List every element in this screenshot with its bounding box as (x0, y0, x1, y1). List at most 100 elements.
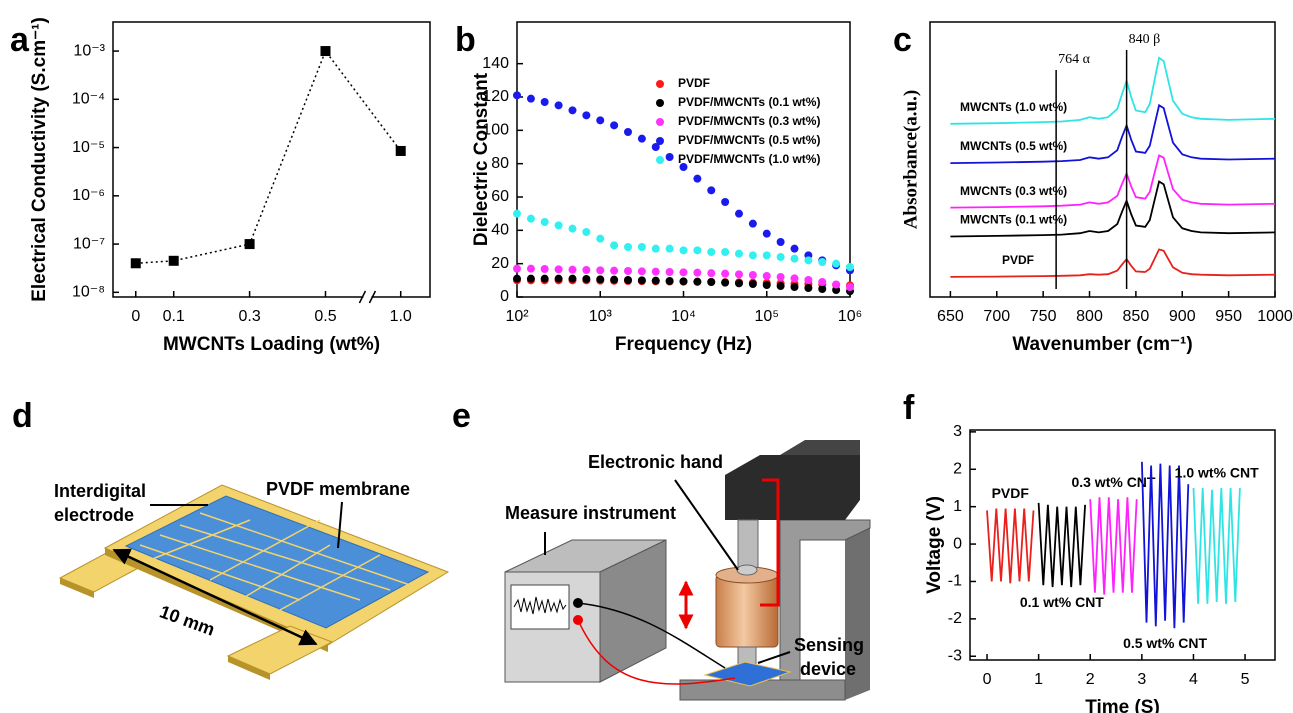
point (526, 274, 535, 283)
point (513, 264, 521, 273)
point (637, 276, 646, 285)
x-axis-label: Time (S) (1085, 697, 1160, 713)
point (818, 285, 827, 293)
point (540, 274, 549, 283)
marker (320, 46, 331, 57)
point (748, 251, 757, 260)
point (707, 248, 716, 256)
leader-line (674, 479, 739, 571)
line (950, 103, 1276, 164)
legend-marker (656, 156, 664, 164)
point (762, 229, 771, 238)
line (950, 154, 1276, 209)
point (748, 271, 757, 279)
point (665, 268, 674, 276)
y-axis-label: Dielectric Constant (471, 72, 492, 246)
point (596, 116, 605, 125)
wire (577, 619, 736, 685)
point (623, 276, 632, 284)
actuator-top (780, 440, 860, 455)
line (950, 248, 1276, 278)
x-tick-label: 10⁵ (755, 308, 779, 325)
series-label: 0.1 wt% CNT (1020, 594, 1104, 610)
label: Sensing (794, 635, 864, 655)
panel-label: d (12, 397, 33, 435)
x-tick-label: 900 (1169, 308, 1196, 325)
panel-label: f (903, 389, 915, 427)
point (540, 265, 549, 273)
point (610, 275, 619, 284)
point (679, 246, 688, 255)
x-tick-label: 0 (983, 671, 992, 688)
point (596, 234, 605, 243)
line (1192, 487, 1241, 604)
legend-label: PVDF (678, 76, 710, 90)
series-label: 0.3 wt% CNT (1071, 474, 1155, 490)
wire (760, 478, 780, 607)
series-label: 1.0 wt% CNT (1175, 465, 1259, 481)
marker (244, 239, 255, 250)
y-tick-label: 0 (500, 288, 509, 305)
series-label: MWCNTs (0.1 wt%) (960, 213, 1067, 227)
series-label: MWCNTs (0.3 wt%) (960, 184, 1067, 198)
x-tick-label: 1000 (1257, 308, 1293, 325)
line (1089, 497, 1138, 595)
leader-line (337, 501, 343, 549)
y-axis-label: Voltage (V) (924, 496, 945, 594)
x-tick-label: 10² (505, 308, 529, 325)
leader-line (757, 651, 791, 664)
y-tick-label: 60 (491, 188, 509, 205)
line (1037, 502, 1086, 588)
legend-label: PVDF/MWCNTs (0.1 wt%) (678, 95, 820, 109)
y-tick-label: 0 (953, 535, 962, 552)
x-tick-label: 800 (1076, 308, 1103, 325)
point (735, 249, 744, 258)
point (540, 98, 549, 106)
point (610, 266, 619, 275)
point (776, 273, 785, 281)
line (950, 180, 1276, 238)
x-tick-label: 750 (1030, 308, 1057, 325)
point (735, 209, 744, 218)
label: Measure instrument (505, 503, 676, 523)
point (790, 254, 799, 263)
panel-label: a (10, 21, 30, 59)
point (818, 258, 827, 266)
point (776, 238, 785, 246)
panel-label: b (455, 21, 476, 59)
y-tick-label: 10⁻⁵ (72, 139, 105, 156)
point (651, 276, 660, 285)
plot-frame (969, 429, 1276, 661)
marker (395, 145, 406, 156)
point (665, 277, 674, 285)
x-axis-label: Wavenumber (cm⁻¹) (1012, 334, 1192, 355)
base-plate (679, 679, 846, 701)
line (950, 56, 1276, 125)
connector-line (135, 49, 402, 265)
point (707, 186, 716, 195)
point (832, 286, 841, 294)
x-tick-label: 4 (1189, 671, 1198, 688)
legend-marker (656, 99, 664, 107)
y-axis-label: Absorbance(a.u.) (900, 90, 921, 229)
x-tick-label: 950 (1215, 308, 1242, 325)
point (568, 274, 577, 283)
point (693, 174, 702, 183)
point (721, 248, 730, 256)
point (637, 134, 646, 143)
point (804, 256, 813, 265)
y-tick-label: 1 (953, 498, 962, 515)
x-tick-label: 2 (1086, 671, 1095, 688)
point (721, 278, 730, 287)
point (526, 264, 535, 273)
line (1141, 461, 1190, 629)
point (693, 277, 702, 286)
point (721, 198, 730, 206)
diagram-e: e Electronic hand Measure instrument Sen… (452, 397, 871, 701)
y-tick-label: 10⁻³ (73, 42, 105, 59)
y-tick-label: 80 (491, 155, 509, 172)
series-label: PVDF (992, 485, 1030, 501)
legend-label: PVDF/MWCNTs (0.5 wt%) (678, 133, 820, 147)
y-tick-label: 3 (953, 423, 962, 440)
label: Interdigital (54, 481, 146, 501)
